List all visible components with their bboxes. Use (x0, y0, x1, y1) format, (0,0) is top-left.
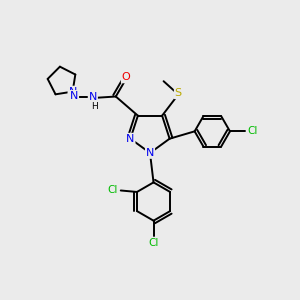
Text: Cl: Cl (107, 185, 118, 196)
Text: H: H (91, 102, 98, 111)
Text: S: S (175, 88, 182, 98)
Text: N: N (70, 91, 78, 101)
Text: N: N (88, 92, 97, 101)
Text: Cl: Cl (148, 238, 159, 248)
Text: N: N (146, 148, 154, 158)
Text: O: O (122, 72, 130, 82)
Text: N: N (68, 87, 77, 97)
Text: N: N (126, 134, 135, 144)
Text: Cl: Cl (248, 126, 258, 136)
